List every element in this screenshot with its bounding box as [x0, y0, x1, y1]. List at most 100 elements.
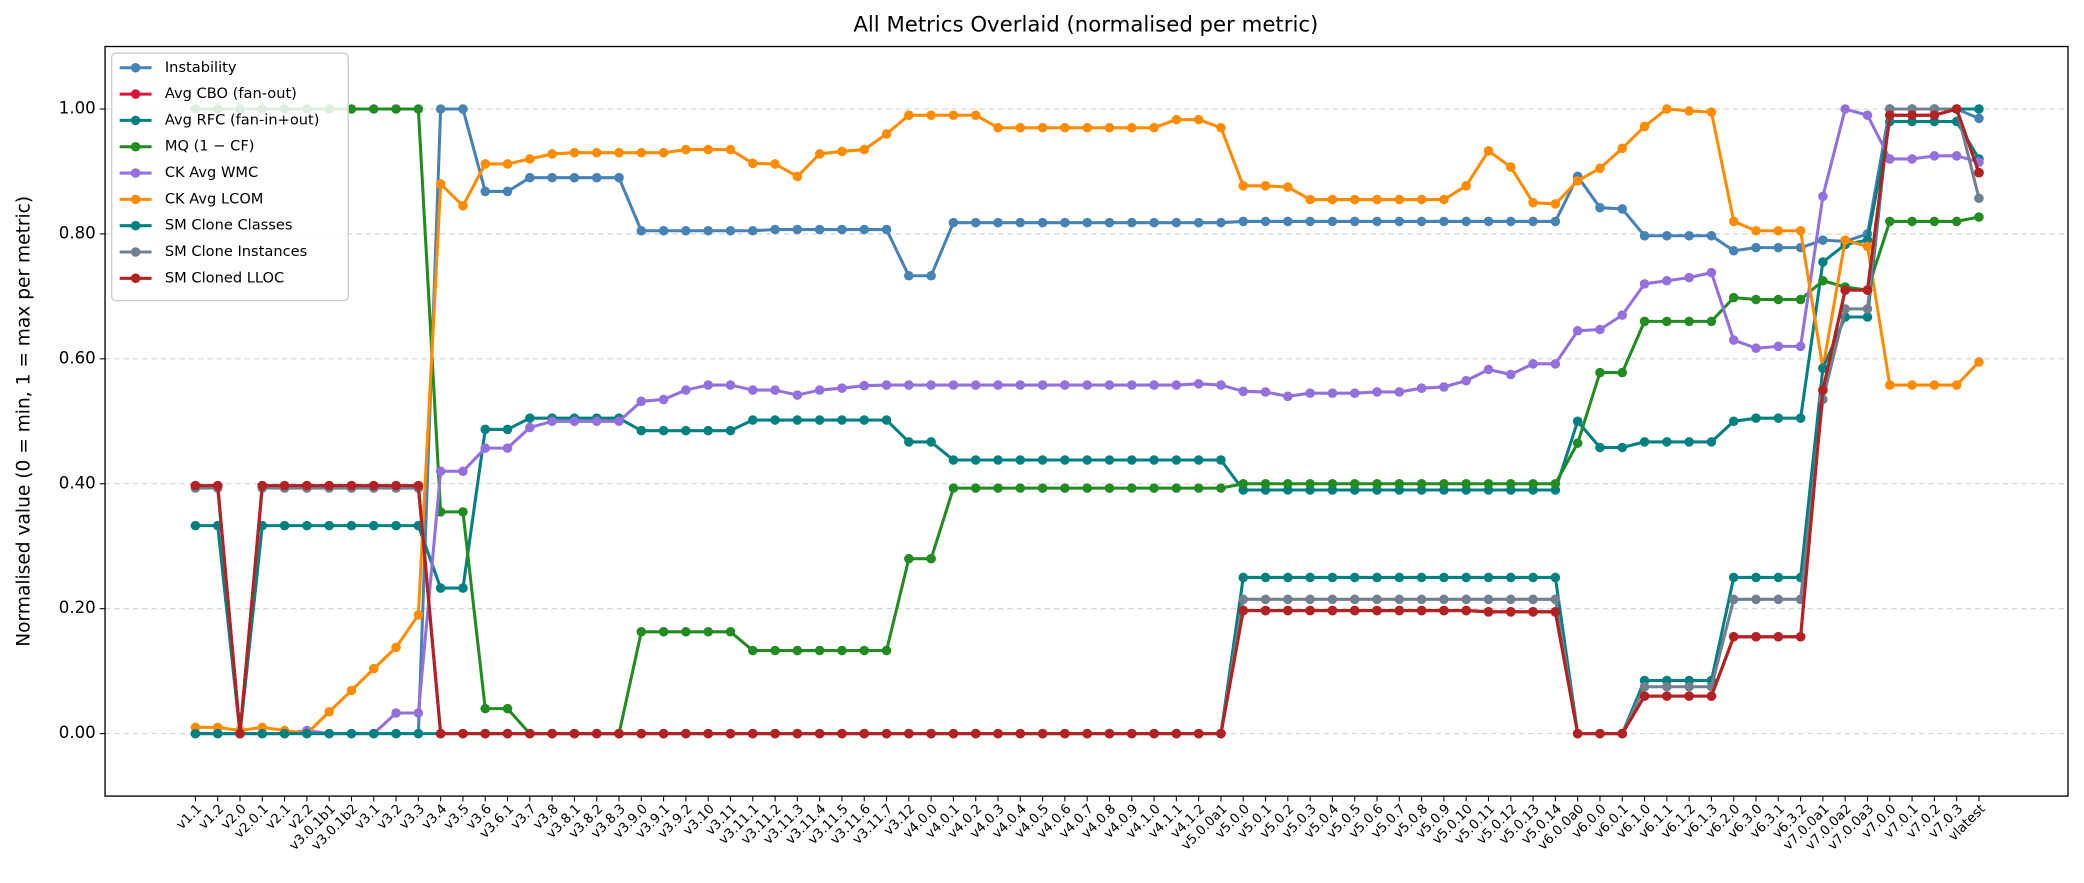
data-point: [1818, 235, 1828, 245]
data-point: [413, 728, 424, 739]
data-point: [636, 728, 647, 739]
data-point: [1550, 572, 1561, 583]
data-point: [1929, 380, 1940, 390]
data-point: [792, 390, 803, 400]
data-point: [1818, 257, 1828, 267]
data-point: [391, 520, 401, 531]
data-point: [1327, 478, 1338, 489]
data-point: [1260, 387, 1271, 397]
data-point: [926, 728, 936, 739]
data-point: [547, 728, 557, 739]
data-point: [1595, 202, 1605, 213]
legend-label: CK Avg LCOM: [165, 190, 264, 207]
data-point: [1528, 594, 1538, 605]
data-point: [993, 483, 1003, 493]
data-point: [212, 480, 223, 491]
data-point: [1171, 455, 1182, 465]
data-point: [681, 425, 691, 436]
data-point: [747, 225, 758, 236]
data-point: [1773, 413, 1784, 423]
data-point: [1550, 199, 1561, 209]
data-point: [368, 480, 379, 491]
data-point: [1550, 359, 1561, 369]
data-point: [1171, 728, 1182, 739]
data-point: [1283, 478, 1293, 489]
data-point: [658, 425, 669, 436]
data-point: [948, 728, 959, 739]
data-point: [747, 728, 758, 739]
data-point: [1706, 437, 1717, 447]
data-point: [1795, 413, 1806, 423]
data-point: [1751, 242, 1761, 253]
data-point: [1483, 607, 1494, 617]
data-point: [1216, 380, 1226, 390]
data-point: [1305, 194, 1315, 205]
data-point: [703, 380, 713, 390]
data-point: [1550, 607, 1561, 617]
data-point: [636, 147, 647, 158]
data-point: [792, 728, 803, 739]
data-point: [1572, 416, 1583, 427]
data-point: [1951, 104, 1962, 114]
data-point: [1461, 181, 1471, 191]
y-tick-label: 0.60: [59, 348, 96, 367]
data-point: [792, 224, 803, 235]
data-point: [1662, 104, 1672, 114]
data-point: [1126, 728, 1137, 739]
data-point: [770, 415, 780, 425]
data-point: [1974, 113, 1984, 124]
data-point: [1550, 594, 1561, 605]
data-point: [1662, 437, 1672, 447]
data-point: [569, 172, 580, 183]
data-point: [1394, 194, 1405, 205]
data-point: [904, 380, 914, 390]
data-point: [1907, 154, 1917, 164]
data-point: [1684, 437, 1694, 447]
data-point: [346, 520, 357, 531]
data-point: [368, 520, 379, 531]
data-point: [413, 610, 424, 620]
data-point: [814, 149, 825, 159]
data-point: [1617, 204, 1628, 214]
data-point: [525, 413, 535, 423]
data-point: [926, 110, 936, 121]
data-point: [1639, 437, 1650, 447]
data-point: [1951, 151, 1962, 161]
data-point: [1461, 478, 1471, 489]
data-point: [458, 201, 468, 211]
data-point: [837, 146, 847, 157]
data-point: [614, 172, 624, 183]
data-point: [1483, 146, 1494, 156]
legend-box: [111, 52, 349, 302]
data-point: [1974, 357, 1984, 367]
data-point: [502, 159, 513, 169]
data-point: [1327, 594, 1338, 605]
data-point: [993, 380, 1003, 390]
data-point: [1238, 478, 1249, 489]
data-point: [1082, 122, 1092, 133]
data-point: [614, 728, 624, 739]
data-point: [792, 171, 803, 182]
data-point: [681, 728, 691, 739]
legend-label: MQ (1 − CF): [165, 138, 255, 155]
data-point: [435, 104, 446, 114]
data-point: [391, 104, 401, 114]
data-point: [1104, 122, 1115, 133]
data-point: [324, 520, 334, 531]
data-point: [458, 728, 468, 739]
data-point: [926, 437, 936, 447]
data-point: [1773, 225, 1784, 236]
data-point: [1528, 607, 1538, 617]
data-point: [1572, 438, 1583, 448]
y-tick-label: 0.20: [59, 598, 96, 617]
data-point: [904, 270, 914, 281]
data-point: [1082, 455, 1092, 465]
data-point: [1439, 594, 1449, 605]
data-point: [525, 422, 535, 433]
data-point: [1060, 483, 1070, 493]
data-point: [435, 466, 446, 477]
data-point: [1862, 285, 1873, 295]
data-point: [1595, 163, 1605, 174]
legend-swatch-marker: [130, 62, 141, 73]
data-point: [1149, 728, 1159, 739]
